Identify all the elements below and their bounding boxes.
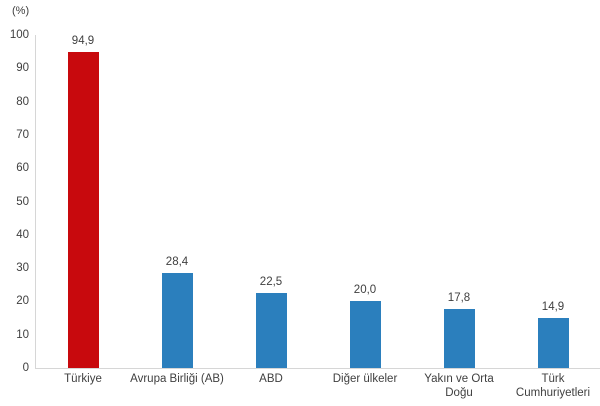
category-label: Türk Cumhuriyetleri <box>516 372 590 400</box>
category-label: Türkiye <box>64 372 102 386</box>
bar <box>255 293 287 368</box>
y-tick-label: 0 <box>22 362 29 374</box>
bar <box>537 318 569 368</box>
bar-value-label: 17,8 <box>447 291 471 304</box>
y-tick-label: 20 <box>16 295 29 308</box>
category-label-line: ABD <box>259 373 283 385</box>
bar <box>161 273 193 368</box>
y-axis-ticks: 100 90 80 70 60 50 40 30 20 10 0 <box>0 0 29 406</box>
y-tick-label: 40 <box>16 228 29 241</box>
category-label-line: Avrupa Birliği (AB) <box>130 373 224 385</box>
y-tick-label: 70 <box>16 128 29 141</box>
y-axis-line <box>35 35 36 368</box>
y-tick-label: 10 <box>16 328 29 341</box>
category-label-line: Yakın ve Orta <box>424 373 494 385</box>
category-label-line: Türkiye <box>64 373 102 385</box>
category-label: Avrupa Birliği (AB) <box>130 372 224 386</box>
category-label-line: Diğer ülkeler <box>332 373 398 385</box>
y-tick-label: 90 <box>16 62 29 75</box>
category-label: Yakın ve Orta Doğu <box>424 372 493 400</box>
category-label-line: Türk <box>541 373 565 385</box>
y-tick-label: 60 <box>16 162 29 175</box>
category-label-line: Cumhuriyetleri <box>515 387 591 399</box>
y-axis-unit-label: (%) <box>12 5 30 17</box>
y-tick-label: 80 <box>16 95 29 108</box>
category-label: ABD <box>259 372 283 386</box>
bar <box>67 51 99 368</box>
y-tick-label: 30 <box>16 262 29 275</box>
category-label-line: Doğu <box>445 387 473 399</box>
bar-value-label: 28,4 <box>165 256 189 269</box>
bar-value-label: 22,5 <box>259 276 283 289</box>
y-tick-label: 50 <box>16 195 29 208</box>
y-tick-label: 100 <box>9 29 29 41</box>
bar <box>443 308 475 368</box>
bar-value-label: 94,9 <box>71 34 95 47</box>
x-axis-line <box>35 368 600 369</box>
bar-value-label: 14,9 <box>541 301 565 314</box>
category-label: Diğer ülkeler <box>333 372 398 386</box>
bar <box>349 301 381 368</box>
bar-value-label: 20,0 <box>353 284 377 297</box>
